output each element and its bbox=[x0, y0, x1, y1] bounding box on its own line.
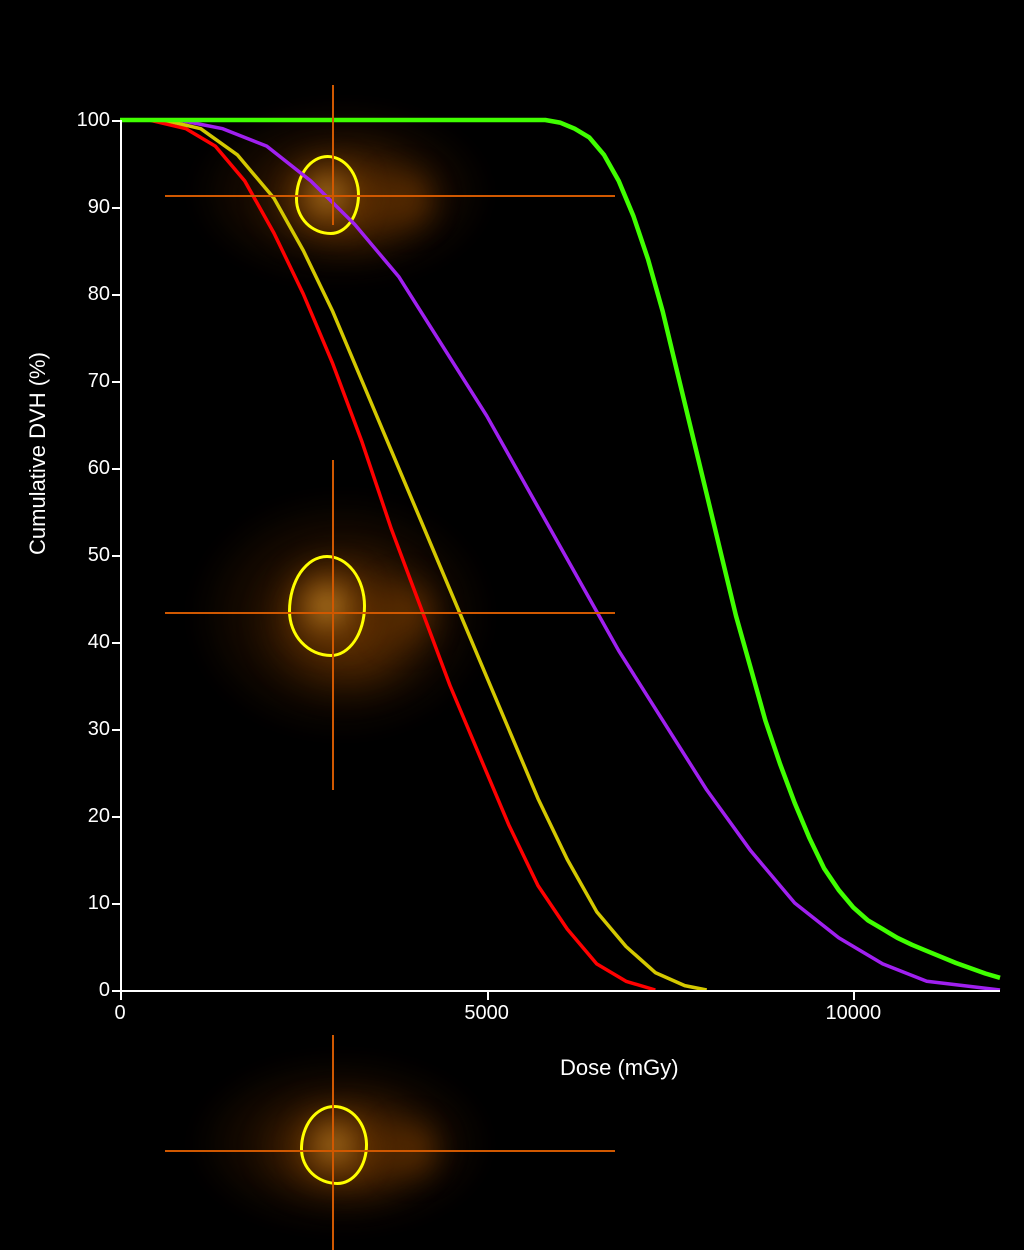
dvh-curve-red bbox=[120, 120, 655, 990]
dvh-chart: 0 10 20 30 40 50 60 70 80 90 100 0 5000 10000 Cumula… bbox=[0, 0, 1024, 1250]
x-axis-label: Dose (mGy) bbox=[560, 1055, 679, 1081]
y-tick-label: 30 bbox=[60, 718, 110, 741]
crosshair-h-axial bbox=[165, 195, 615, 197]
x-tick-label: 5000 bbox=[447, 1002, 527, 1025]
y-tick-label: 60 bbox=[60, 457, 110, 480]
dvh-curves bbox=[120, 120, 1000, 990]
dvh-curve-yellow bbox=[120, 120, 707, 990]
crosshair-v-axial bbox=[332, 85, 334, 225]
y-axis-label: Cumulative DVH (%) bbox=[25, 352, 51, 555]
y-tick-label: 10 bbox=[60, 892, 110, 915]
y-tick-label: 0 bbox=[60, 979, 110, 1002]
y-tick-label: 70 bbox=[60, 370, 110, 393]
y-tick-label: 40 bbox=[60, 631, 110, 654]
plot-area bbox=[120, 120, 1000, 990]
dvh-curve-purple bbox=[120, 120, 1000, 990]
y-tick-label: 90 bbox=[60, 196, 110, 219]
x-tick-label: 0 bbox=[80, 1002, 160, 1025]
y-tick-label: 100 bbox=[60, 109, 110, 132]
crosshair-v-coronal bbox=[332, 460, 334, 790]
crosshair-h-sagittal bbox=[165, 1150, 615, 1152]
x-tick-label: 10000 bbox=[813, 1002, 893, 1025]
crosshair-v-sagittal bbox=[332, 1035, 334, 1250]
crosshair-h-coronal bbox=[165, 612, 615, 614]
y-tick-label: 20 bbox=[60, 805, 110, 828]
roi-contour-sagittal bbox=[300, 1105, 368, 1185]
y-tick-label: 50 bbox=[60, 544, 110, 567]
y-tick-label: 80 bbox=[60, 283, 110, 306]
